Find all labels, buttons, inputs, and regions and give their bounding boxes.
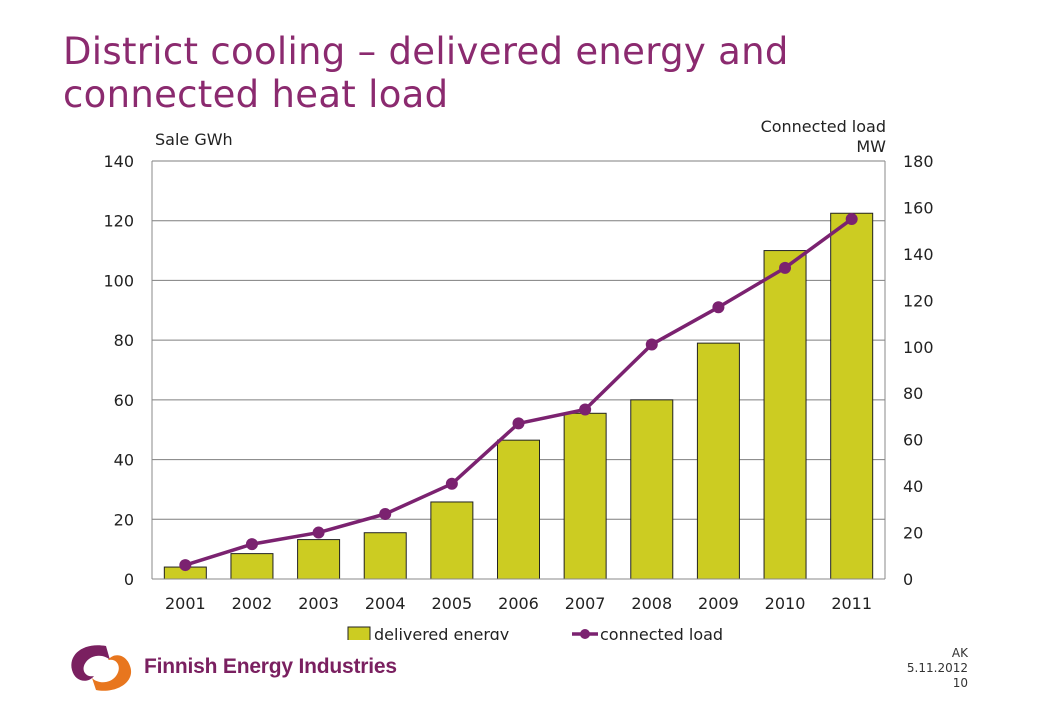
point-connected-load bbox=[845, 213, 858, 226]
point-connected-load bbox=[579, 403, 592, 416]
logo-text: Finnish Energy Industries bbox=[144, 655, 397, 678]
right-tick-label: 140 bbox=[903, 245, 934, 264]
x-tick-label: 2001 bbox=[165, 594, 206, 613]
x-tick-label: 2005 bbox=[432, 594, 473, 613]
x-tick-label: 2004 bbox=[365, 594, 406, 613]
left-tick-label: 80 bbox=[114, 331, 134, 350]
bar-delivered-energy bbox=[430, 501, 474, 580]
bar-delivered-energy bbox=[297, 539, 341, 580]
point-connected-load bbox=[312, 526, 325, 539]
legend-swatch-bar bbox=[347, 626, 371, 640]
point-connected-load bbox=[512, 417, 525, 430]
point-connected-load bbox=[779, 261, 792, 274]
right-axis-label-line1: Connected load bbox=[761, 117, 886, 136]
left-tick-label: 100 bbox=[103, 271, 134, 290]
x-tick-label: 2009 bbox=[698, 594, 739, 613]
point-connected-load bbox=[245, 538, 258, 551]
left-tick-label: 0 bbox=[124, 570, 134, 589]
point-connected-load bbox=[445, 477, 458, 490]
bar-delivered-energy bbox=[563, 412, 607, 580]
right-tick-label: 80 bbox=[903, 384, 923, 403]
x-tick-label: 2008 bbox=[631, 594, 672, 613]
right-tick-label: 60 bbox=[903, 431, 923, 450]
x-tick-label: 2010 bbox=[765, 594, 806, 613]
right-tick-label: 0 bbox=[903, 570, 913, 589]
footer-author: AK bbox=[951, 646, 968, 660]
right-tick-label: 20 bbox=[903, 524, 923, 543]
legend-label-delivered-energy: delivered energy bbox=[374, 625, 509, 640]
left-axis-label: Sale GWh bbox=[155, 130, 233, 149]
point-connected-load bbox=[712, 301, 725, 314]
left-tick-label: 140 bbox=[103, 152, 134, 171]
x-tick-label: 2006 bbox=[498, 594, 539, 613]
slide-title-line1: District cooling – delivered energy and bbox=[63, 30, 789, 73]
finnish-energy-logo bbox=[71, 645, 132, 691]
right-tick-label: 180 bbox=[903, 152, 934, 171]
legend: delivered energy connected load bbox=[347, 625, 723, 640]
left-tick-label: 40 bbox=[114, 451, 134, 470]
bar-delivered-energy bbox=[696, 342, 740, 580]
x-tick-label: 2002 bbox=[232, 594, 273, 613]
bar-delivered-energy bbox=[630, 399, 674, 580]
logo-swirl-purple bbox=[71, 645, 110, 681]
bar-delivered-energy bbox=[230, 553, 274, 580]
x-tick-label: 2003 bbox=[298, 594, 339, 613]
left-tick-label: 60 bbox=[114, 391, 134, 410]
legend-swatch-marker bbox=[580, 629, 590, 639]
left-tick-label: 20 bbox=[114, 510, 134, 529]
slide-title-line2: connected heat load bbox=[63, 73, 449, 116]
slide-footer: AK 5.11.2012 10 bbox=[907, 646, 968, 691]
point-connected-load bbox=[379, 507, 392, 520]
point-connected-load bbox=[179, 559, 192, 572]
legend-label-connected-load: connected load bbox=[600, 625, 723, 640]
slide-title: District cooling – delivered energy and … bbox=[63, 30, 963, 116]
right-tick-label: 100 bbox=[903, 338, 934, 357]
right-tick-label: 120 bbox=[903, 291, 934, 310]
right-axis-label-line2: MW bbox=[856, 137, 886, 156]
point-connected-load bbox=[645, 338, 658, 351]
x-tick-label: 2007 bbox=[565, 594, 606, 613]
left-tick-label: 120 bbox=[103, 212, 134, 231]
combo-chart: Sale GWh Connected load MW 0 20 40 60 80 100 1… bbox=[103, 117, 934, 640]
logo-swirl-orange bbox=[92, 655, 132, 691]
bar-delivered-energy bbox=[763, 250, 807, 580]
bar-delivered-energy bbox=[497, 439, 540, 580]
bar-delivered-energy bbox=[830, 212, 874, 580]
x-tick-label: 2011 bbox=[831, 594, 872, 613]
footer-page: 10 bbox=[952, 676, 968, 690]
right-tick-label: 160 bbox=[903, 198, 934, 217]
bar-delivered-energy bbox=[363, 532, 407, 580]
footer-date: 5.11.2012 bbox=[906, 661, 968, 675]
right-tick-label: 40 bbox=[903, 477, 923, 496]
